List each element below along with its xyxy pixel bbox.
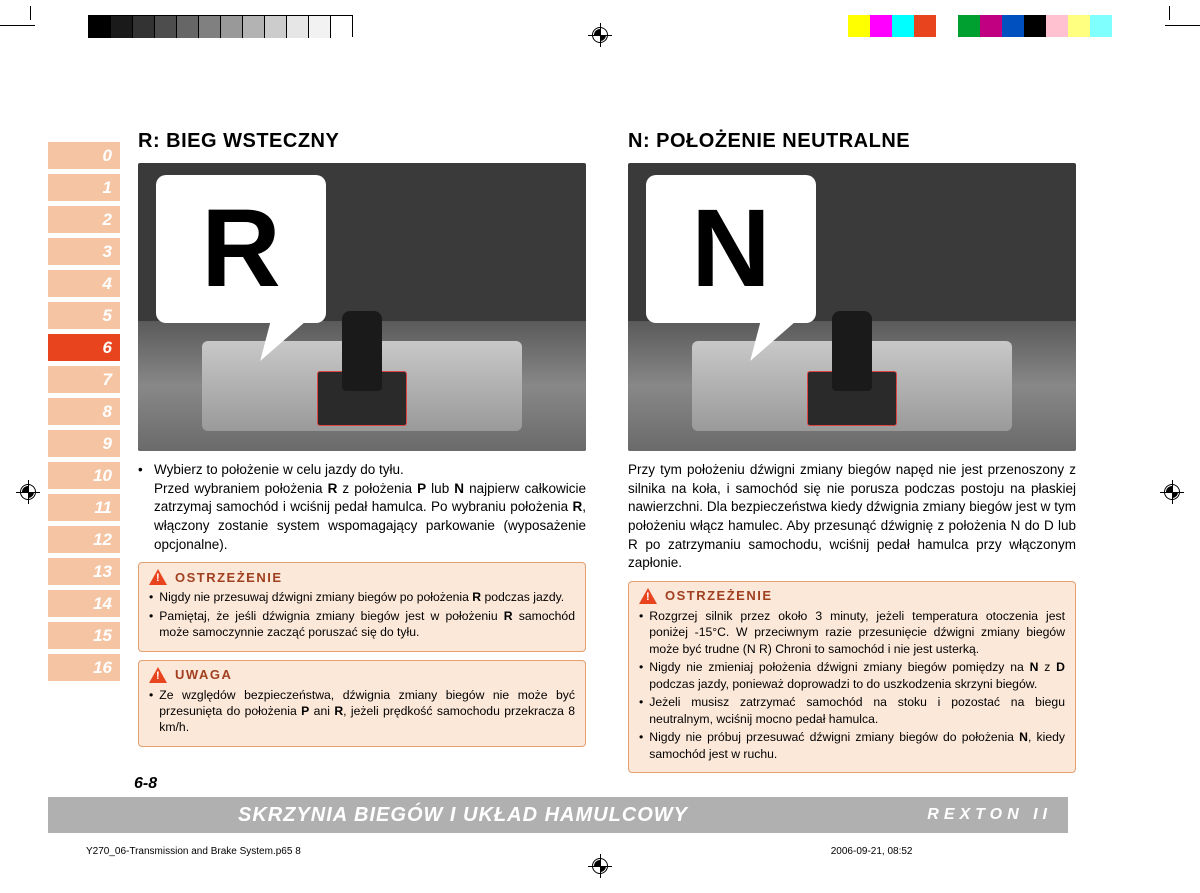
- warning-box: ! OSTRZEŻENIE •Rozgrzej silnik przez oko…: [628, 581, 1076, 773]
- chapter-tabs: 012345678910111213141516: [48, 142, 120, 686]
- caution-box: ! UWAGA •Ze względów bezpieczeństwa, dźw…: [138, 660, 586, 747]
- warning-box: ! OSTRZEŻENIE •Nigdy nie przesuwaj dźwig…: [138, 562, 586, 651]
- warning-item: •Rozgrzej silnik przez około 3 minuty, j…: [639, 608, 1065, 657]
- callout-letter-n: N: [691, 194, 770, 304]
- meta-filename: Y270_06-Transmission and Brake System.p6…: [86, 846, 301, 857]
- registration-mark-icon: [588, 23, 612, 47]
- chapter-tab-9: 9: [48, 430, 120, 457]
- warning-triangle-icon: !: [149, 667, 167, 683]
- chapter-tab-2: 2: [48, 206, 120, 233]
- right-column: N: POŁOŻENIE NEUTRALNE N Przy tym położe…: [628, 130, 1076, 773]
- chapter-tab-6: 6: [48, 334, 120, 361]
- footer-bar: 6-8 SKRZYNIA BIEGÓW I UKŁAD HAMULCOWY RE…: [48, 797, 1068, 833]
- registration-mark-icon: [588, 854, 612, 878]
- warning-item: •Nigdy nie przesuwaj dźwigni zmiany bieg…: [149, 589, 575, 605]
- color-bar: [848, 15, 1112, 37]
- chapter-tab-14: 14: [48, 590, 120, 617]
- crop-mark: [0, 25, 35, 26]
- chapter-tab-12: 12: [48, 526, 120, 553]
- chapter-tab-4: 4: [48, 270, 120, 297]
- photo-shifter-n: N: [628, 163, 1076, 451]
- grayscale-bar: [88, 15, 353, 37]
- warning-item: •Pamiętaj, że jeśli dźwignia zmiany bieg…: [149, 608, 575, 641]
- footer-brand: REXTON II: [927, 806, 1052, 824]
- caution-title: UWAGA: [175, 667, 232, 682]
- heading-r: R: BIEG WSTECZNY: [138, 130, 586, 153]
- registration-mark-icon: [1160, 480, 1184, 504]
- page-number: 6-8: [134, 775, 157, 793]
- caution-item: •Ze względów bezpieczeństwa, dźwignia zm…: [149, 687, 575, 736]
- chapter-tab-10: 10: [48, 462, 120, 489]
- footer-meta: Y270_06-Transmission and Brake System.p6…: [86, 846, 912, 857]
- body-text: • Wybierz to położenie w celu jazdy do t…: [138, 461, 586, 554]
- meta-date: 2006-09-21, 08:52: [831, 846, 913, 857]
- chapter-tab-3: 3: [48, 238, 120, 265]
- warning-title: OSTRZEŻENIE: [175, 570, 283, 585]
- warning-title: OSTRZEŻENIE: [665, 588, 773, 603]
- chapter-tab-7: 7: [48, 366, 120, 393]
- registration-mark-icon: [16, 480, 40, 504]
- warning-triangle-icon: !: [149, 569, 167, 585]
- warning-item: •Nigdy nie zmieniaj położenia dźwigni zm…: [639, 659, 1065, 692]
- callout-bubble: N: [646, 175, 816, 323]
- bullet-text: Wybierz to położenie w celu jazdy do tył…: [154, 462, 404, 477]
- footer-title: SKRZYNIA BIEGÓW I UKŁAD HAMULCOWY: [238, 804, 688, 827]
- chapter-tab-15: 15: [48, 622, 120, 649]
- crop-mark: [1165, 25, 1200, 26]
- heading-n: N: POŁOŻENIE NEUTRALNE: [628, 130, 1076, 153]
- chapter-tab-16: 16: [48, 654, 120, 681]
- chapter-tab-8: 8: [48, 398, 120, 425]
- page-content: 012345678910111213141516 R: BIEG WSTECZN…: [48, 130, 1152, 773]
- chapter-tab-0: 0: [48, 142, 120, 169]
- warning-triangle-icon: !: [639, 588, 657, 604]
- body-text: Przy tym położeniu dźwigni zmiany biegów…: [628, 461, 1076, 573]
- callout-bubble: R: [156, 175, 326, 323]
- callout-letter-r: R: [201, 194, 280, 304]
- left-column: R: BIEG WSTECZNY R • Wybierz to położeni…: [138, 130, 586, 773]
- chapter-tab-13: 13: [48, 558, 120, 585]
- warning-item: •Nigdy nie próbuj przesuwać dźwigni zmia…: [639, 729, 1065, 762]
- warning-item: •Jeżeli musisz zatrzymać samochód na sto…: [639, 694, 1065, 727]
- para-text: Przed wybraniem położenia R z położenia …: [154, 481, 586, 552]
- crop-mark: [30, 6, 31, 20]
- photo-shifter-r: R: [138, 163, 586, 451]
- chapter-tab-5: 5: [48, 302, 120, 329]
- chapter-tab-1: 1: [48, 174, 120, 201]
- chapter-tab-11: 11: [48, 494, 120, 521]
- crop-mark: [1169, 6, 1170, 20]
